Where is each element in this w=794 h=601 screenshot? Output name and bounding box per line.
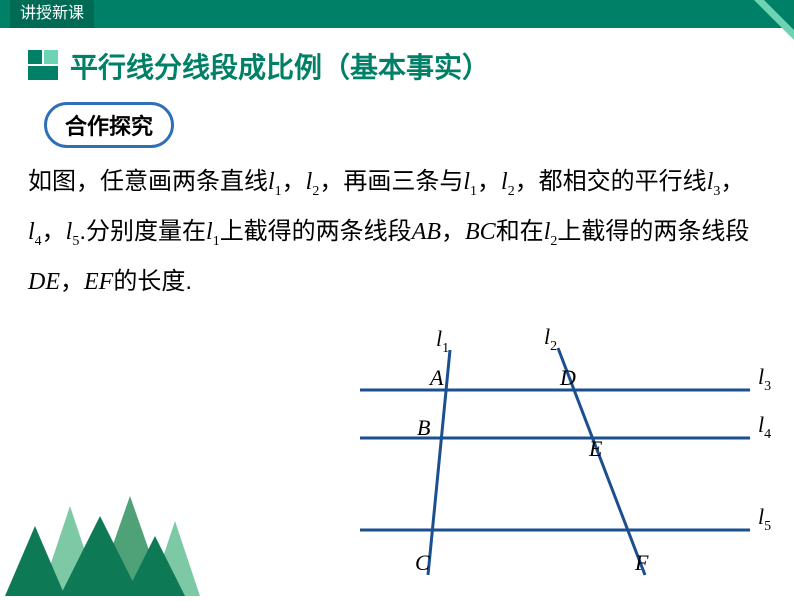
title-icon: [28, 50, 60, 82]
text: 的长度.: [113, 268, 192, 295]
corner-decoration: [754, 0, 794, 40]
tree-decoration: [0, 476, 300, 596]
svg-text:D: D: [559, 365, 576, 390]
text: ，: [441, 218, 465, 245]
title-row: 平行线分线段成比例（基本事实）: [0, 28, 794, 86]
var-l3: l3: [707, 169, 721, 195]
activity-badge: 合作探究: [44, 102, 174, 148]
var-l2: l2: [544, 219, 558, 245]
svg-text:A: A: [428, 365, 444, 390]
text: ，再画三条与: [319, 168, 463, 195]
var-AB: AB: [412, 219, 441, 245]
text: ，: [720, 168, 744, 195]
text: 如图，任意画两条直线: [28, 168, 268, 195]
header-bar: 讲授新课: [0, 0, 794, 28]
svg-text:l1: l1: [436, 326, 449, 356]
text: ，都相交的平行线: [515, 168, 707, 195]
var-l2: l2: [306, 169, 320, 195]
var-l1: l1: [268, 169, 282, 195]
text: ，: [477, 168, 501, 195]
svg-text:B: B: [417, 415, 430, 440]
text: ，: [60, 268, 84, 295]
var-l5: l5: [66, 219, 80, 245]
var-DE: DE: [28, 269, 60, 295]
body-paragraph: 如图，任意画两条直线l1，l2，再画三条与l1，l2，都相交的平行线l3，l4，…: [0, 148, 794, 302]
svg-text:E: E: [588, 436, 603, 461]
text: .分别度量在: [79, 218, 206, 245]
svg-text:F: F: [634, 550, 649, 575]
var-l1: l1: [206, 219, 220, 245]
svg-text:l4: l4: [758, 412, 771, 442]
svg-text:l2: l2: [544, 324, 557, 354]
var-l2: l2: [501, 169, 515, 195]
text: ，: [282, 168, 306, 195]
svg-text:l5: l5: [758, 504, 771, 534]
var-BC: BC: [465, 219, 496, 245]
header-tab: 讲授新课: [10, 0, 94, 28]
text: ，: [42, 218, 66, 245]
svg-text:C: C: [415, 550, 430, 575]
text: 上截得的两条线段: [220, 218, 412, 245]
geometry-diagram: l3l4l5l1l2ABCDEF: [340, 330, 770, 580]
var-EF: EF: [84, 269, 113, 295]
text: 上截得的两条线段: [557, 218, 749, 245]
section-title: 平行线分线段成比例（基本事实）: [70, 46, 490, 86]
var-l4: l4: [28, 219, 42, 245]
svg-text:l3: l3: [758, 364, 771, 394]
text: 和在: [496, 218, 544, 245]
var-l1: l1: [463, 169, 477, 195]
